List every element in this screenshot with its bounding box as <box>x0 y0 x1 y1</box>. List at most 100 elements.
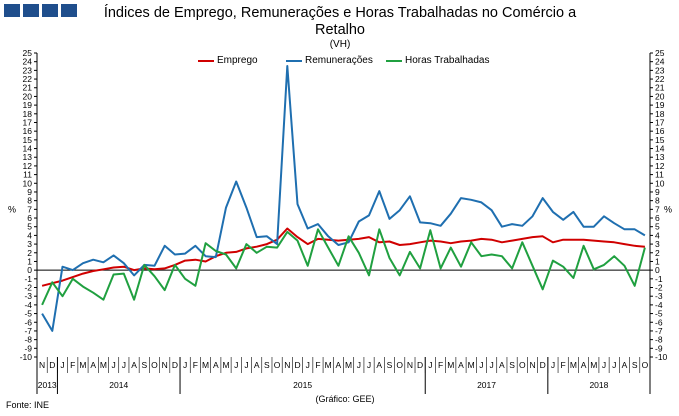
x-tick-label-month: J <box>490 360 494 370</box>
y-tick-label-left: -9 <box>24 343 32 353</box>
x-tick-label-month: J <box>306 360 310 370</box>
legend-item-emprego: Emprego <box>198 55 258 66</box>
x-tick-label-year: 2018 <box>589 380 608 390</box>
x-tick-label-month: A <box>376 360 382 370</box>
y-tick-label-right: -10 <box>655 352 668 362</box>
x-tick-label-month: S <box>387 360 393 370</box>
source-note: Fonte: INE <box>6 400 50 410</box>
y-tick-label-left: -4 <box>24 300 32 310</box>
y-tick-label-right: 13 <box>655 152 665 162</box>
y-tick-label-left: 6 <box>27 213 32 223</box>
y-tick-label-right: 3 <box>655 239 660 249</box>
legend-label: Emprego <box>217 55 258 66</box>
x-tick-label-month: A <box>131 360 137 370</box>
y-tick-label-left: -2 <box>24 283 32 293</box>
y-tick-label-left: -7 <box>24 326 32 336</box>
x-tick-label-month: J <box>612 360 616 370</box>
x-tick-label-month: A <box>336 360 342 370</box>
y-tick-label-right: -5 <box>655 309 663 319</box>
y-tick-label-left: -10 <box>20 352 33 362</box>
y-tick-label-left: -1 <box>24 274 32 284</box>
y-tick-label-right: 15 <box>655 135 665 145</box>
y-tick-label-right: 18 <box>655 109 665 119</box>
y-tick-label-left: 22 <box>23 74 33 84</box>
x-tick-label-month: J <box>234 360 238 370</box>
x-tick-label-month: D <box>540 360 546 370</box>
y-tick-label-left: -5 <box>24 309 32 319</box>
logo-square <box>23 4 39 17</box>
y-tick-label-left: 16 <box>23 126 33 136</box>
y-tick-label-right: -6 <box>655 317 663 327</box>
x-tick-label-month: N <box>284 360 290 370</box>
x-tick-label-month: J <box>428 360 432 370</box>
x-tick-label-month: D <box>417 360 423 370</box>
legend-swatch <box>198 59 214 62</box>
legend-label: Remunerações <box>305 55 373 66</box>
y-tick-label-left: 18 <box>23 109 33 119</box>
chart-title: Índices de Emprego, Remunerações e Horas… <box>103 5 577 38</box>
y-tick-label-right: 6 <box>655 213 660 223</box>
y-tick-label-right: 12 <box>655 161 665 171</box>
x-tick-label-month: O <box>396 360 403 370</box>
y-tick-label-left: -3 <box>24 291 32 301</box>
y-tick-label-right: 23 <box>655 65 665 75</box>
x-tick-label-year: 2015 <box>293 380 312 390</box>
y-tick-label-left: -6 <box>24 317 32 327</box>
x-tick-label-month: M <box>345 360 352 370</box>
y-tick-label-left: 12 <box>23 161 33 171</box>
x-tick-label-month: O <box>151 360 158 370</box>
y-tick-label-left: 15 <box>23 135 33 145</box>
x-tick-label-month: M <box>79 360 86 370</box>
y-tick-label-left: 4 <box>27 230 32 240</box>
x-tick-label-month: J <box>479 360 483 370</box>
y-tick-label-right: -8 <box>655 335 663 345</box>
y-axis-label-left: % <box>8 204 16 214</box>
series-line-horas-trabalhadas <box>41 228 646 306</box>
x-tick-label-month: F <box>70 360 75 370</box>
y-tick-label-left: 0 <box>27 265 32 275</box>
y-tick-label-right: 22 <box>655 74 665 84</box>
y-tick-label-left: 11 <box>23 170 32 180</box>
x-tick-label-month: S <box>632 360 638 370</box>
x-tick-label-month: A <box>90 360 96 370</box>
y-tick-label-left: 14 <box>23 144 33 154</box>
y-tick-label-right: 1 <box>655 256 660 266</box>
x-tick-label-month: F <box>315 360 320 370</box>
y-tick-label-left: 17 <box>23 117 33 127</box>
logo-square <box>4 4 20 17</box>
y-tick-label-right: 21 <box>655 83 665 93</box>
y-tick-label-right: 19 <box>655 100 665 110</box>
x-tick-label-month: S <box>141 360 147 370</box>
y-tick-label-left: 9 <box>27 187 32 197</box>
y-tick-label-left: 25 <box>23 48 33 58</box>
x-tick-label-year: 2013 <box>38 380 57 390</box>
x-tick-label-month: M <box>590 360 597 370</box>
legend-label: Horas Trabalhadas <box>405 55 490 66</box>
chart-subtitle: (VH) <box>329 39 351 50</box>
y-tick-label-left: 8 <box>27 196 32 206</box>
x-tick-label-month: A <box>622 360 628 370</box>
y-tick-label-left: 7 <box>27 204 32 214</box>
x-tick-label-month: D <box>49 360 55 370</box>
x-tick-label-month: N <box>407 360 413 370</box>
x-tick-label-month: O <box>519 360 526 370</box>
y-tick-label-right: 16 <box>655 126 665 136</box>
x-tick-label-month: J <box>551 360 555 370</box>
y-tick-label-right: 4 <box>655 230 660 240</box>
x-tick-label-month: M <box>447 360 454 370</box>
x-tick-label-month: J <box>357 360 361 370</box>
x-tick-label-month: N <box>162 360 168 370</box>
y-tick-label-left: 3 <box>27 239 32 249</box>
legend-swatch <box>386 59 402 62</box>
x-tick-label-month: M <box>222 360 229 370</box>
x-tick-label-year: 2017 <box>477 380 496 390</box>
y-tick-label-left: 5 <box>27 222 32 232</box>
x-tick-label-month: J <box>60 360 64 370</box>
x-tick-label-month: D <box>294 360 300 370</box>
y-tick-label-right: 25 <box>655 48 665 58</box>
x-tick-label-year: 2014 <box>109 380 128 390</box>
y-tick-label-right: -4 <box>655 300 663 310</box>
x-tick-label-month: J <box>602 360 606 370</box>
y-tick-label-right: 9 <box>655 187 660 197</box>
